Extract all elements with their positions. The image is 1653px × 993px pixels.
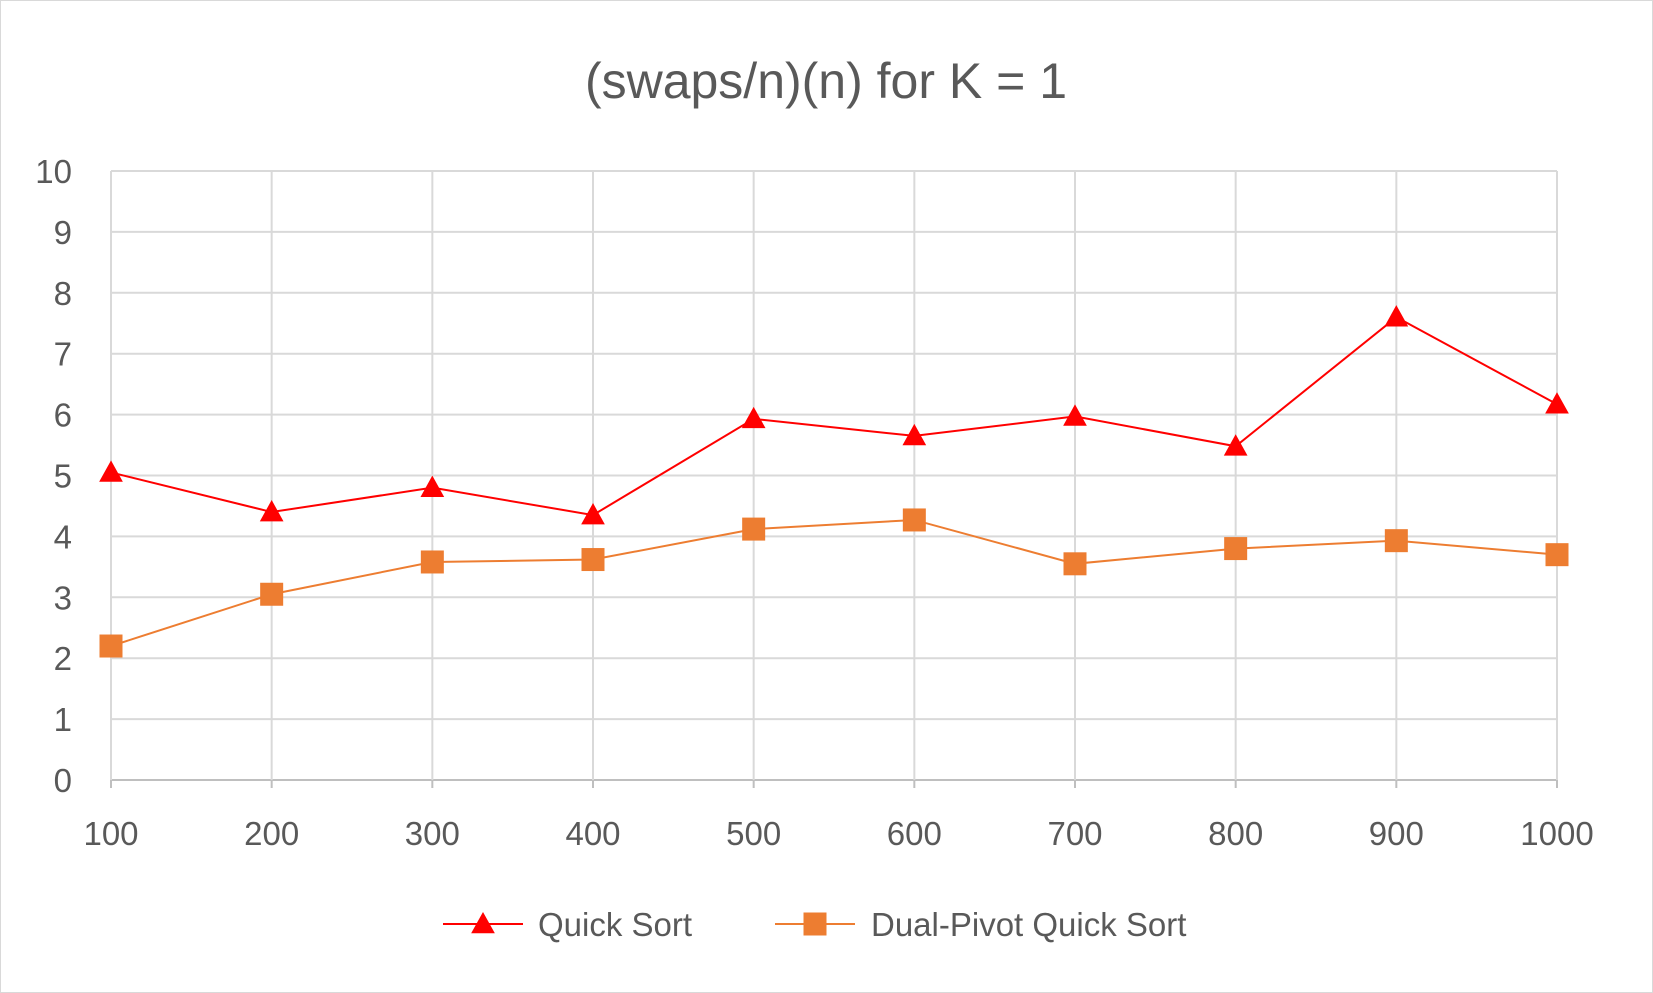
x-tick-label: 1000 bbox=[1520, 815, 1593, 852]
y-tick-label: 4 bbox=[54, 518, 72, 555]
y-tick-label: 9 bbox=[54, 214, 72, 251]
y-tick-label: 0 bbox=[54, 762, 72, 799]
y-tick-label: 1 bbox=[54, 701, 72, 738]
gridlines bbox=[110, 170, 1558, 788]
data-point bbox=[902, 423, 927, 446]
x-tick-label: 800 bbox=[1208, 815, 1263, 852]
y-axis-ticks: 0 1 2 3 4 5 6 7 8 9 10 bbox=[35, 153, 72, 799]
x-axis-ticks: 100 200 300 400 500 600 700 800 900 1000 bbox=[83, 815, 1593, 852]
data-series bbox=[99, 305, 1569, 658]
data-point bbox=[420, 475, 445, 497]
y-tick-label: 10 bbox=[35, 153, 72, 190]
legend: Quick Sort Dual-Pivot Quick Sort bbox=[443, 906, 1186, 943]
data-point bbox=[99, 460, 123, 482]
x-tick-label: 700 bbox=[1047, 815, 1102, 852]
x-tick-label: 500 bbox=[726, 815, 781, 852]
x-tick-label: 200 bbox=[244, 815, 299, 852]
x-tick-label: 900 bbox=[1369, 815, 1424, 852]
data-point bbox=[420, 550, 444, 574]
series-quick-sort bbox=[99, 305, 1569, 525]
x-tick-label: 600 bbox=[887, 815, 942, 852]
data-point bbox=[260, 582, 284, 606]
y-tick-label: 6 bbox=[54, 397, 72, 434]
data-point bbox=[581, 503, 605, 525]
data-point bbox=[902, 508, 926, 532]
data-point bbox=[1545, 543, 1569, 567]
data-point bbox=[1384, 529, 1408, 553]
y-tick-label: 2 bbox=[54, 640, 72, 677]
y-tick-label: 3 bbox=[54, 579, 72, 616]
legend-label: Dual-Pivot Quick Sort bbox=[871, 906, 1186, 943]
data-point bbox=[1545, 392, 1569, 414]
data-point bbox=[741, 406, 766, 429]
x-tick-label: 100 bbox=[83, 815, 138, 852]
data-point bbox=[1063, 552, 1087, 576]
data-point bbox=[1384, 305, 1409, 327]
series-line bbox=[110, 315, 1558, 517]
legend-item: Quick Sort bbox=[443, 906, 692, 943]
data-point bbox=[742, 517, 766, 541]
data-point bbox=[581, 548, 605, 572]
data-point bbox=[99, 634, 123, 658]
data-point bbox=[1063, 404, 1087, 426]
x-tick-label: 400 bbox=[565, 815, 620, 852]
chart-title: (swaps/n)(n) for K = 1 bbox=[585, 53, 1067, 109]
legend-label: Quick Sort bbox=[538, 906, 692, 943]
legend-marker bbox=[471, 911, 495, 934]
series-dual-pivot-quick-sort bbox=[99, 508, 1569, 658]
data-point bbox=[259, 500, 284, 522]
x-tick-label: 300 bbox=[405, 815, 460, 852]
y-tick-label: 5 bbox=[54, 458, 72, 495]
y-tick-label: 7 bbox=[54, 336, 72, 373]
data-point bbox=[1223, 434, 1248, 456]
data-point bbox=[1224, 537, 1248, 561]
legend-marker bbox=[803, 912, 827, 936]
series-line bbox=[110, 518, 1558, 647]
legend-item: Dual-Pivot Quick Sort bbox=[775, 906, 1186, 943]
y-tick-label: 8 bbox=[54, 275, 72, 312]
